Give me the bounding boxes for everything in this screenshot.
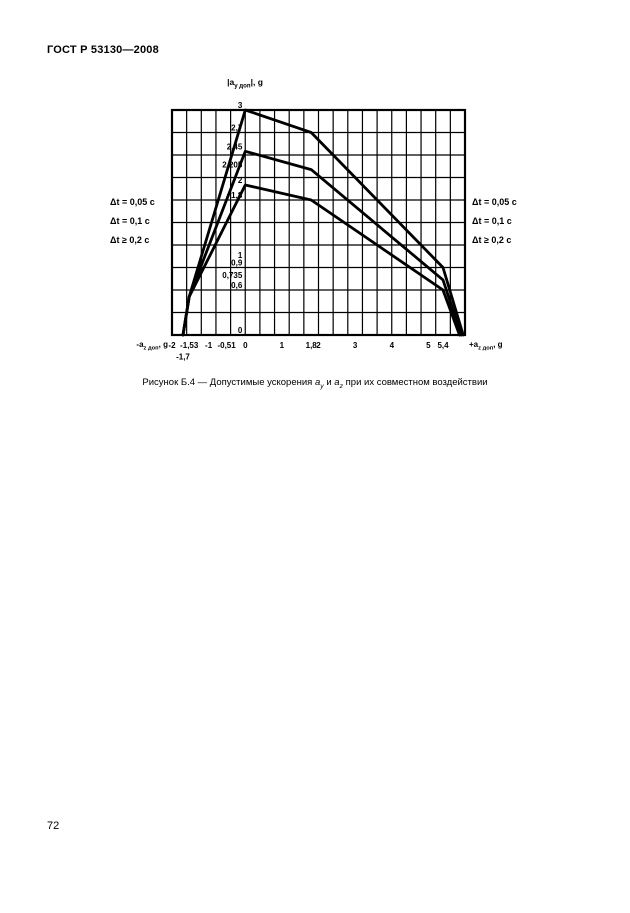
plot-border xyxy=(170,108,467,337)
x-left-prefix: -a xyxy=(136,340,144,349)
legend-item-dt-01: Δt = 0,1 с xyxy=(110,216,150,226)
caption-az: a xyxy=(334,377,340,388)
x-tick-label: -2 xyxy=(168,341,176,350)
x-right-prefix: +a xyxy=(469,340,479,349)
legend-item-dt-005: Δt = 0,05 с xyxy=(110,197,155,207)
y-axis-title: |aу доп|, g xyxy=(195,77,295,90)
x-tick-label: 1 xyxy=(280,341,285,350)
x-tick-label: 5 xyxy=(426,341,431,350)
y-tick-label: 2,45 xyxy=(227,142,243,151)
y-tick-label: 1 xyxy=(238,251,243,260)
curve-series-2 xyxy=(181,183,461,337)
legend-item-dt-01: Δt = 0,1 с xyxy=(472,216,512,226)
legend-item-dt-005: Δt = 0,05 с xyxy=(472,197,517,207)
x-right-suffix: , g xyxy=(493,340,503,349)
x-right-subscript: z доп xyxy=(478,345,494,352)
x-left-suffix: , g xyxy=(158,340,168,349)
y-tick-label: 0,9 xyxy=(231,259,243,268)
caption-mid: и xyxy=(323,377,335,388)
x-tick-label: -1 xyxy=(205,341,213,350)
y-tick-label: 1,8 xyxy=(231,191,243,200)
x-tick-label: -1,7 xyxy=(176,353,190,362)
x-axis-left-end-label: -az доп, g xyxy=(96,340,168,352)
legend-right: Δt = 0,05 с Δt = 0,1 с Δt ≥ 0,2 с xyxy=(472,193,517,250)
chart-curves xyxy=(181,108,465,337)
caption-az-sub: z xyxy=(339,382,343,390)
x-tick-label: -1,53 xyxy=(180,341,199,350)
y-tick-label: 2 xyxy=(238,176,243,185)
caption-ay-sub: у xyxy=(320,382,324,390)
chart-grid xyxy=(170,108,467,337)
y-tick-label: 0,735 xyxy=(222,271,243,280)
y-tick-label: 0 xyxy=(238,326,243,335)
y-axis-title-suffix: |, g xyxy=(250,77,263,87)
legend-item-dt-02: Δt ≥ 0,2 с xyxy=(110,235,150,245)
figure-caption: Рисунок Б.4 — Допустимые ускорения aу и … xyxy=(0,377,630,390)
caption-ay: a xyxy=(314,377,321,388)
legend-item-dt-02: Δt ≥ 0,2 с xyxy=(472,235,512,245)
document-header: ГОСТ Р 53130—2008 xyxy=(47,44,159,56)
x-tick-label: 2 xyxy=(316,341,321,350)
y-tick-label: 3 xyxy=(238,101,243,110)
x-tick-label: -0,51 xyxy=(217,341,236,350)
y-tick-label: 2,205 xyxy=(222,161,243,170)
x-tick-label: 3 xyxy=(353,341,358,350)
y-axis-title-subscript: у доп xyxy=(234,82,251,90)
x-tick-label: 1,8 xyxy=(306,341,318,350)
x-tick-label: 0 xyxy=(243,341,248,350)
y-tick-label: 0,6 xyxy=(231,281,243,290)
x-tick-label: 5,4 xyxy=(437,341,449,350)
page-number: 72 xyxy=(47,820,60,832)
x-left-subscript: z доп xyxy=(143,345,159,352)
caption-suffix: при их совместном воздействии xyxy=(343,377,488,388)
legend-left: Δt = 0,05 с Δt = 0,1 с Δt ≥ 0,2 с xyxy=(110,193,155,250)
y-tick-label: 2,7 xyxy=(231,124,243,133)
x-tick-label: 4 xyxy=(390,341,395,350)
caption-prefix: Рисунок Б.4 — Допустимые ускорения xyxy=(142,377,315,388)
x-axis-tick-labels: -2 -1,53 -1 -0,51 0 1 1,8 2 3 4 5 5,4 -1,7 xyxy=(168,341,449,362)
y-axis-title-prefix: |a xyxy=(227,77,235,87)
x-axis-right-end-label: +az доп, g xyxy=(469,340,503,352)
